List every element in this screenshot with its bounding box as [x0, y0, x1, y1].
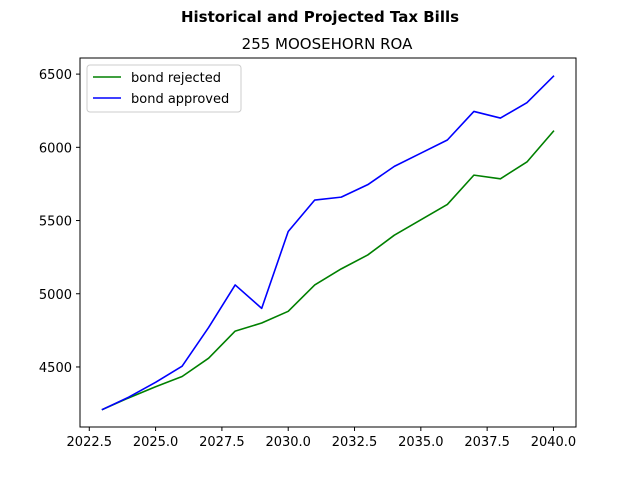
legend: bond rejected bond approved	[86, 64, 242, 113]
series-line-1	[101, 130, 555, 411]
y-axis: 4500 5000 5500 6000 6500	[39, 68, 80, 376]
x-tick-label: 2030.0	[265, 435, 311, 450]
x-tick-label: 2040.0	[531, 435, 577, 450]
y-tick-label: 6000	[39, 141, 72, 156]
axes-frame	[79, 57, 577, 428]
y-tick-label: 5000	[39, 288, 72, 303]
x-tick-label: 2037.5	[464, 435, 510, 450]
x-tick-label: 2027.5	[199, 435, 245, 450]
y-tick-label: 5500	[39, 215, 72, 230]
x-tick-label: 2025.0	[133, 435, 179, 450]
legend-box	[86, 64, 242, 113]
x-tick-label: 2032.5	[332, 435, 378, 450]
legend-label: bond approved	[131, 92, 229, 107]
x-tick-label: 2022.5	[67, 435, 113, 450]
y-tick-label: 4500	[39, 361, 72, 376]
x-axis: 2022.5 2025.0 2027.5 2030.0 2032.5 2035.0 2037…	[67, 427, 577, 450]
chart-title: Historical and Projected Tax Bills	[181, 8, 459, 26]
x-tick-label: 2035.0	[398, 435, 444, 450]
series-line-2	[101, 75, 555, 411]
chart-subtitle: 255 MOOSEHORN ROA	[242, 35, 413, 53]
legend-label: bond rejected	[131, 71, 221, 86]
series-layer	[101, 75, 555, 411]
y-tick-label: 6500	[39, 68, 72, 83]
